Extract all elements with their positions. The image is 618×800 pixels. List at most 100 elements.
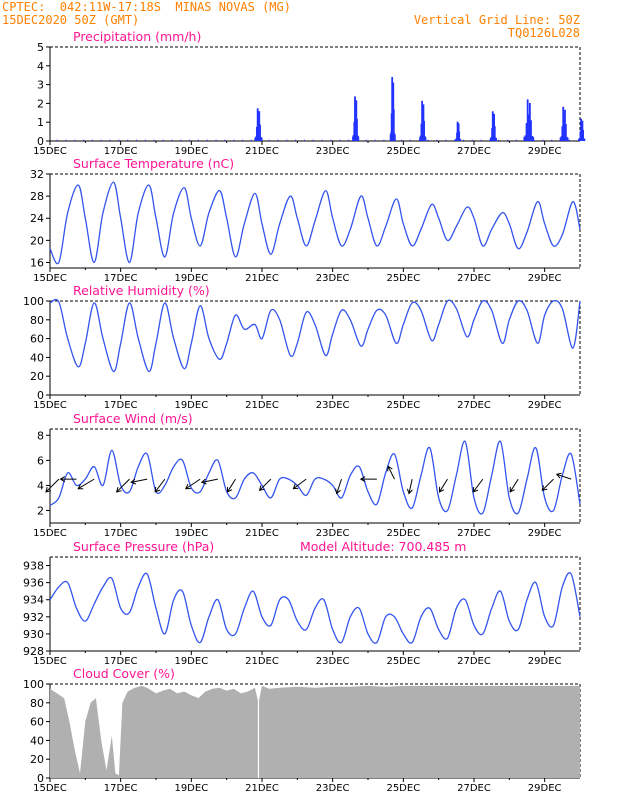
precip-trace (559, 139, 562, 141)
x-tick-label: 25DEC (386, 400, 420, 411)
wind-vector-head (359, 476, 366, 483)
x-tick-label: 17DEC (104, 273, 138, 284)
wind-vector (45, 478, 60, 493)
y-tick-label: 28 (30, 190, 44, 203)
x-tick-label: 27DEC (457, 146, 491, 157)
precip-trace (542, 139, 544, 141)
x-tick-label: 25DEC (386, 273, 420, 284)
precip-trace (356, 139, 358, 141)
precip-trace (471, 139, 473, 141)
precip-trace (400, 139, 403, 141)
x-tick-label: 17DEC (104, 146, 138, 157)
y-tick-label: 0 (37, 389, 44, 402)
x-tick-label: 21DEC (245, 783, 279, 794)
x-tick-label: 15DEC (33, 400, 67, 411)
precip-trace (418, 139, 420, 141)
precip-trace (577, 139, 579, 141)
wind-vector-head (130, 478, 137, 485)
precip-trace (241, 139, 244, 141)
y-tick-label: 936 (23, 577, 44, 590)
precip-bar (528, 102, 531, 141)
header-date: 15DEC2020 50Z (GMT) (2, 13, 140, 27)
precip-bar (564, 123, 567, 141)
precip-trace (339, 139, 341, 141)
wind-vector (509, 478, 519, 493)
y-tick-label: 928 (23, 645, 44, 658)
precip-bar (259, 124, 261, 141)
wind-line (49, 440, 581, 515)
wind-vector-head (472, 486, 479, 493)
precip-trace (259, 139, 261, 141)
x-tick-label: 15DEC (33, 528, 67, 539)
precip-bar (525, 123, 528, 141)
precip-bar (493, 126, 496, 141)
x-tick-label: 17DEC (104, 400, 138, 411)
y-tick-label: 100 (23, 295, 44, 308)
x-tick-label: 19DEC (174, 273, 208, 284)
wind-vector (387, 466, 395, 480)
precip-bar (393, 134, 396, 141)
precip-bar (530, 120, 532, 141)
precip-trace (383, 139, 385, 141)
x-tick-label: 17DEC (104, 528, 138, 539)
y-tick-label: 5 (37, 41, 44, 54)
precip-bar (523, 136, 526, 141)
precip-trace (427, 139, 429, 141)
y-tick-label: 3 (37, 79, 44, 92)
precip-trace (568, 139, 570, 141)
press-panel (46, 556, 581, 655)
wind-vector (116, 478, 130, 493)
x-tick-label: 25DEC (386, 146, 420, 157)
precip-trace (551, 139, 553, 141)
precip-trace (224, 139, 226, 141)
wind-vector-head (154, 486, 161, 493)
y-tick-label: 60 (30, 333, 44, 346)
precip-trace (135, 139, 138, 141)
rh-line (49, 298, 581, 373)
precip-trace (74, 139, 76, 141)
precip-trace (82, 139, 85, 141)
y-tick-label: 2 (37, 504, 44, 517)
precip-trace (524, 139, 526, 141)
wind-vector (185, 478, 201, 490)
wind-vector-head (509, 486, 515, 493)
y-tick-label: 6 (37, 454, 44, 467)
x-tick-label: 29DEC (528, 528, 562, 539)
x-tick-label: 21DEC (245, 273, 279, 284)
x-tick-label: 21DEC (245, 528, 279, 539)
precip-trace (56, 139, 58, 141)
precip-trace (330, 139, 332, 141)
precip-trace (533, 139, 535, 141)
wind-vector (154, 478, 166, 493)
y-tick-label: 930 (23, 628, 44, 641)
y-tick-label: 24 (30, 212, 44, 225)
y-tick-label: 1 (37, 116, 44, 129)
y-tick-label: 80 (30, 697, 44, 710)
header-grid-note: Vertical Grid Line: 50Z (413, 13, 580, 27)
precip-trace (250, 139, 252, 141)
wind-panel (45, 428, 581, 527)
panel-title: Relative Humidity (%) (73, 283, 210, 298)
precip-bar (459, 139, 462, 141)
precip-trace (153, 139, 155, 141)
precip-bar (357, 136, 360, 141)
precip-trace (436, 139, 438, 141)
x-tick-label: 19DEC (174, 400, 208, 411)
precip-trace (118, 139, 120, 141)
precip-bar (531, 135, 533, 141)
wind-vector-head (59, 476, 66, 483)
precip-trace (489, 139, 491, 141)
header-code: TQ0126L028 (507, 26, 580, 40)
x-tick-label: 21DEC (245, 656, 279, 667)
y-tick-label: 20 (30, 370, 44, 383)
wind-vector (336, 478, 342, 494)
precip-trace (162, 139, 164, 141)
wind-vector-head (292, 483, 299, 490)
precip-trace (312, 139, 314, 141)
precip-trace (100, 139, 102, 141)
y-tick-label: 100 (23, 678, 44, 691)
precip-trace (109, 139, 111, 141)
precip-trace (365, 139, 367, 141)
y-tick-label: 4 (37, 479, 44, 492)
y-tick-label: 40 (30, 734, 44, 747)
